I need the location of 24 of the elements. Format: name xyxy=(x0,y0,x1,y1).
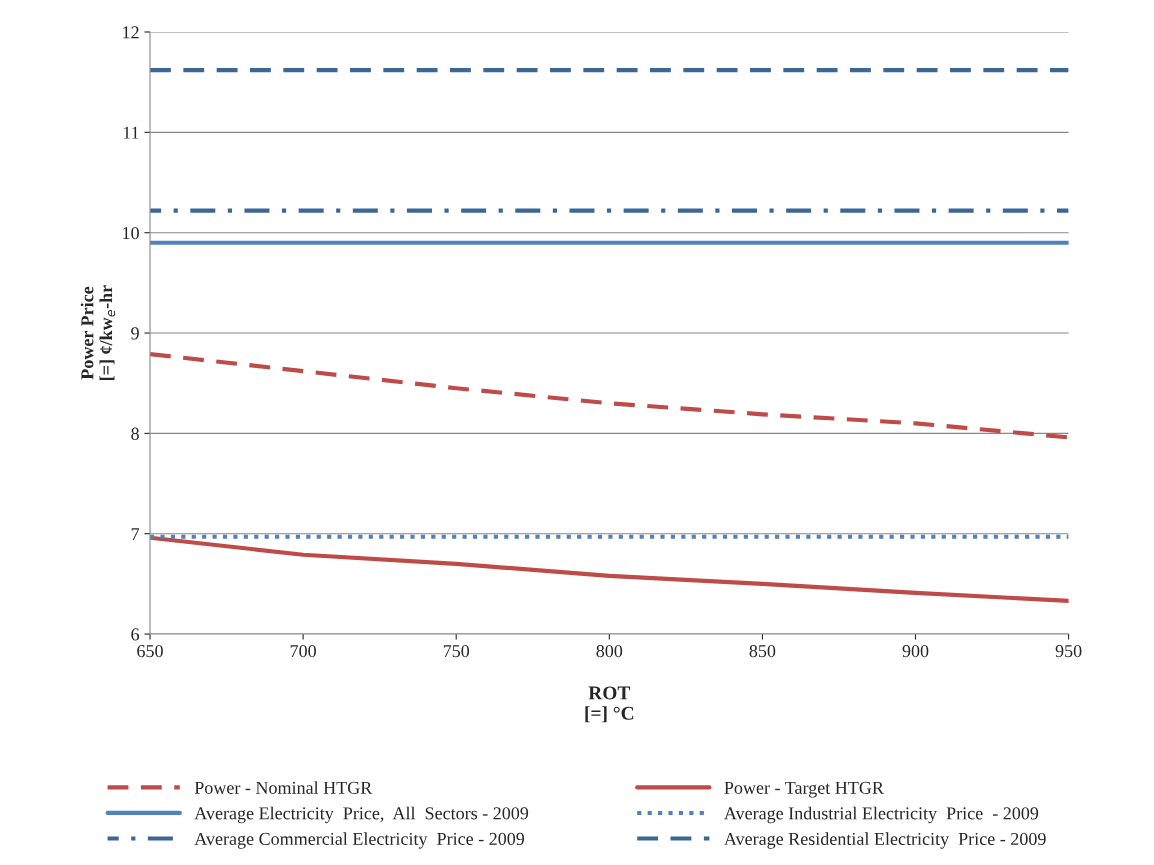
y-tick-label: 11 xyxy=(123,126,139,139)
y-tick-label: 10 xyxy=(123,226,139,240)
y-tick-label: 6 xyxy=(131,628,140,641)
legend-label: Power - Target HTGR xyxy=(724,781,884,798)
legend-label: Average Electricity Price, All Sectors - 2009 xyxy=(194,806,529,824)
x-tick-label: 900 xyxy=(902,644,929,658)
x-tick-label: 650 xyxy=(137,644,163,658)
legend-label: Average Commercial Electricity Price - 2009 xyxy=(194,832,525,849)
x-tick-label: 750 xyxy=(443,644,470,658)
legend-label: Power - Nominal HTGR xyxy=(194,781,373,794)
y-axis-title: Power Price [=] ¢/kw$_{e}$-hr xyxy=(80,285,116,380)
line-series xyxy=(150,535,1069,604)
y-tick-label: 7 xyxy=(131,528,140,540)
x-tick-label: 850 xyxy=(749,644,776,658)
x-tick-label: 950 xyxy=(1055,644,1082,658)
x-tick-label: 700 xyxy=(290,644,316,658)
legend-label: Average Industrial Electricity Price - 2009 xyxy=(724,806,1039,824)
line-series xyxy=(150,352,1069,440)
x-tick-label: 800 xyxy=(596,644,623,658)
legend-label: Average Residential Electricity Price - 2009 xyxy=(724,832,1046,849)
y-tick-label: 8 xyxy=(131,427,139,440)
y-tick-label: 9 xyxy=(131,327,139,340)
y-tick-label: 12 xyxy=(123,26,139,39)
x-axis-title: ROT [=] °C xyxy=(585,686,634,723)
